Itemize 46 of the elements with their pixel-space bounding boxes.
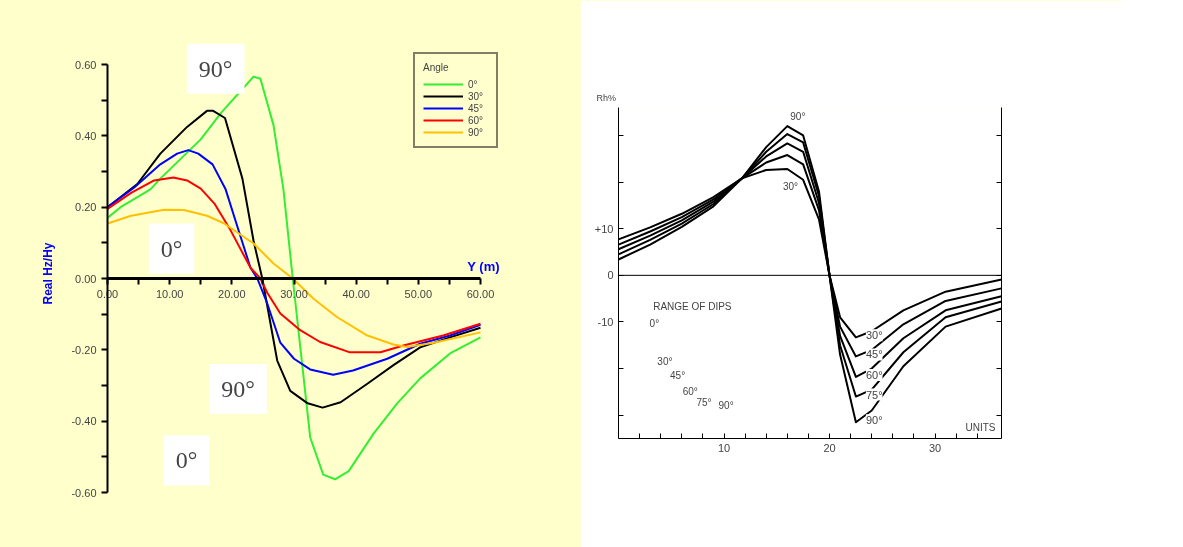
- annotation: 30°: [782, 181, 799, 193]
- legend-label: 30°: [468, 90, 485, 102]
- series-label: 90°: [865, 414, 883, 427]
- x-tick-label: 20: [823, 441, 836, 454]
- annotation: RANGE OF DIPS: [653, 300, 732, 312]
- x-tick-label: 50.00: [404, 287, 433, 300]
- x-axis-title: UNITS: [965, 421, 996, 433]
- legend-title: Angle: [423, 62, 450, 73]
- legend-label: 0°: [468, 78, 479, 90]
- y-axis-title: Rh%: [596, 92, 617, 103]
- y-tick-label: -0.60: [71, 486, 97, 499]
- x-tick-label: 10: [717, 441, 731, 454]
- annotation: 60°: [682, 386, 698, 398]
- legend-label: 90°: [468, 126, 485, 138]
- x-tick-label: 60.00: [466, 287, 495, 300]
- legend-label: 60°: [468, 114, 485, 126]
- y-tick-label: +10: [594, 222, 614, 235]
- annotation: 90°: [198, 55, 233, 82]
- series-label: 30°: [865, 329, 883, 342]
- series-label: 45°: [865, 348, 883, 361]
- annotation: 90°: [221, 376, 255, 403]
- x-tick-label: 10.00: [155, 287, 184, 300]
- annotation: 0°: [649, 317, 660, 329]
- annotation: 75°: [696, 397, 712, 409]
- y-tick-label: 0.20: [75, 201, 97, 214]
- x-tick-label: 40.00: [342, 287, 370, 300]
- annotation: 0°: [160, 235, 183, 262]
- legend-label: 45°: [468, 102, 485, 114]
- x-tick-label: 30: [928, 441, 942, 454]
- y-tick-label: -0.40: [71, 415, 97, 428]
- series-label: 75°: [865, 388, 883, 401]
- y-axis-title: Real Hz/Hy: [40, 242, 55, 305]
- y-tick-label: -10: [597, 315, 614, 328]
- annotation: 45°: [670, 370, 686, 382]
- x-axis-title: Y (m): [467, 258, 500, 274]
- annotation: 0°: [175, 447, 198, 474]
- y-tick-label: 0.00: [75, 272, 97, 285]
- y-tick-label: 0: [607, 269, 614, 282]
- annotation: 90°: [718, 400, 734, 412]
- y-tick-label: 0.60: [75, 58, 97, 71]
- y-tick-label: -0.20: [71, 343, 97, 356]
- y-tick-label: 0.40: [75, 129, 97, 142]
- annotation: 30°: [657, 356, 673, 368]
- series-label: 60°: [865, 368, 883, 381]
- annotation: 90°: [790, 111, 806, 123]
- x-tick-label: 20.00: [218, 287, 246, 300]
